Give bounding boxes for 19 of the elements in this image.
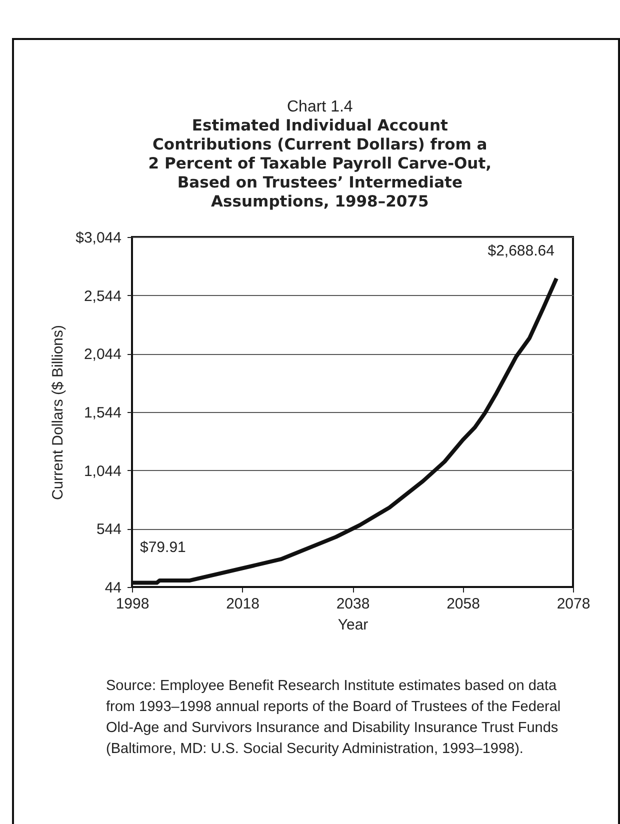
x-axis-title: Year [338,616,368,634]
y-axis-title: Current Dollars ($ Billions) [50,324,67,500]
source-note: Source: Employee Benefit Research Institute estimates based on data from 1993–1998 annual reports of the Board of Trustees of the Federal Old-Age and Survivors Insurance and Disability Insurance Trust Funds (Baltimore, MD: U.S. Social Security Administration, 1993–1998). [106,677,562,759]
x-tick-label: 2038 [336,596,370,612]
y-tick-label: $3,044 [76,230,122,246]
annotation: $79.91 [140,538,186,556]
y-tick-label: 2,544 [84,288,122,305]
y-tick-label: 544 [96,521,122,538]
x-tick-label: 2058 [446,596,480,612]
annotation: $2,688.64 [488,242,554,260]
y-tick-label: 44 [104,580,122,596]
x-tick-label: 1998 [116,596,150,612]
y-tick-label: 2,044 [84,346,122,364]
y-tick-label: 1,544 [84,404,122,422]
x-tick-label: 2018 [226,596,260,612]
chart-title: Chart 1.4 [286,98,353,116]
x-tick-label: 2078 [556,596,590,612]
chart-subtitle: Estimated Individual Account Contributions (Current Dollars) from a 2 Percent of Taxable Payroll Carve-Out, Based on Trustees’ Intermediate Assumptions, 1998–2075 [148,116,492,210]
y-tick-label: 1,044 [84,462,122,480]
